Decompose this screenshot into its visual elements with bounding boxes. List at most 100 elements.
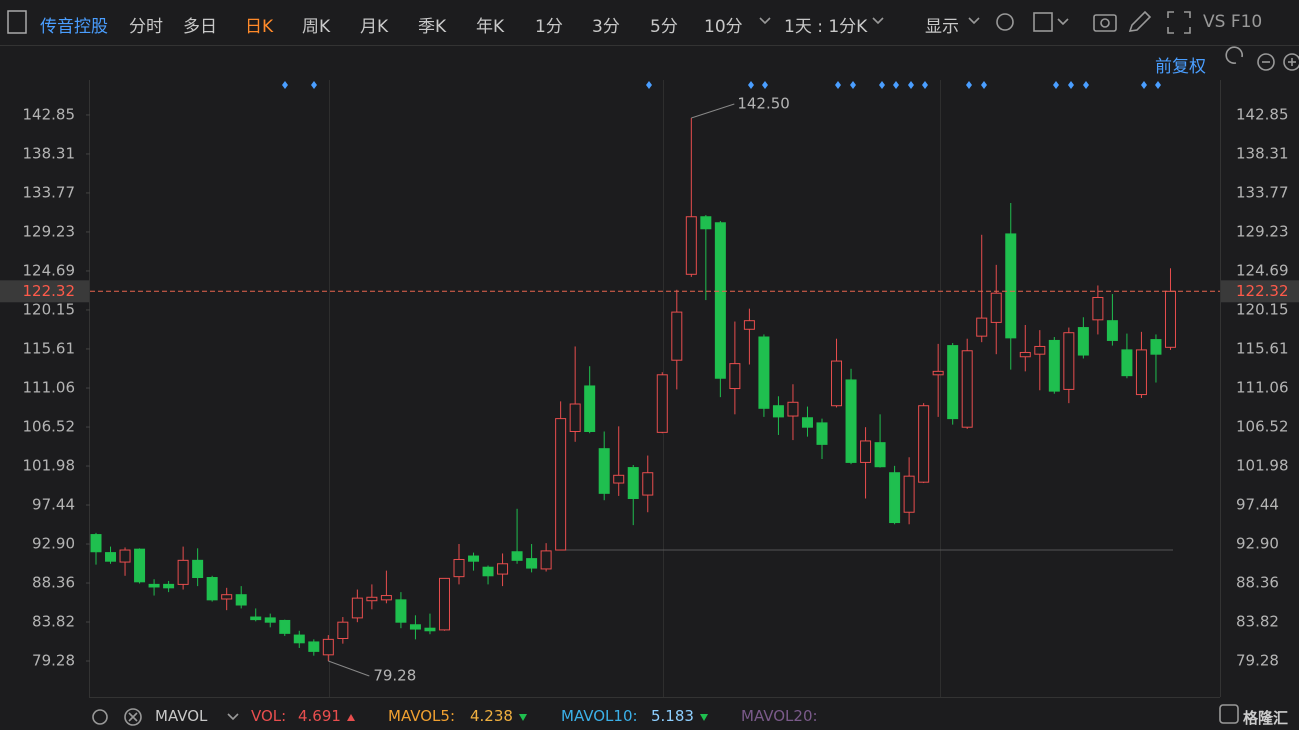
candle-body: [569, 403, 581, 432]
period-tab[interactable]: 3分: [592, 17, 620, 37]
indicator-settings[interactable]: [92, 709, 108, 725]
period-tab[interactable]: 周K: [302, 17, 331, 37]
candle-body: [250, 616, 262, 621]
trend-arrow: [519, 714, 527, 721]
period-tab[interactable]: 10分: [704, 17, 743, 37]
watermark: 格隆汇: [1243, 709, 1289, 727]
trend-arrow: [347, 714, 355, 721]
y-tick-label: 79.28: [32, 652, 75, 670]
candle-body: [424, 627, 436, 632]
watermark-logo: [1219, 704, 1239, 724]
candle-body: [380, 595, 392, 601]
indicator-name[interactable]: MAVOL: [155, 707, 208, 725]
settings-icon[interactable]: [996, 13, 1014, 31]
reset-icon[interactable]: [1225, 46, 1243, 64]
candle-body: [293, 634, 305, 644]
y-tick-label-right: 92.90: [1236, 535, 1279, 553]
candle-body: [1121, 349, 1133, 377]
period-tab[interactable]: 多日: [183, 17, 217, 37]
candle-body: [221, 594, 233, 600]
period-tab[interactable]: 季K: [418, 17, 447, 37]
display-menu[interactable]: 显示: [925, 17, 959, 37]
candle-body: [1019, 351, 1031, 358]
fullscreen-icon[interactable]: [1167, 11, 1191, 34]
candle-body: [714, 222, 726, 379]
chevron[interactable]: [759, 17, 771, 25]
y-tick-label: 97.44: [32, 496, 75, 514]
candle-body: [1135, 349, 1147, 396]
indicator-label: MAVOL20:: [741, 707, 818, 725]
candle-body: [772, 405, 784, 418]
period-tab[interactable]: 日K: [245, 17, 274, 37]
chevron[interactable]: [227, 713, 239, 721]
annotation-leader: [328, 660, 370, 677]
candle-body: [177, 559, 189, 585]
camera-icon[interactable]: [1093, 14, 1117, 32]
candle-body: [787, 401, 799, 417]
y-tick-label: 88.36: [32, 574, 75, 592]
chevron[interactable]: [872, 17, 884, 25]
adjust-mode[interactable]: 前复权: [1155, 57, 1206, 77]
y-tick-label: 129.23: [23, 222, 76, 240]
event-marker: [282, 81, 288, 89]
period-tab[interactable]: 分时: [129, 17, 163, 37]
y-tick-label-right: 97.44: [1236, 496, 1279, 514]
candle-body: [148, 583, 160, 588]
y-tick-label: 124.69: [23, 261, 76, 279]
y-tick-label-right: 115.61: [1236, 339, 1289, 357]
chevron[interactable]: [968, 17, 980, 25]
y-tick-label: 120.15: [23, 300, 76, 318]
candle-body: [613, 474, 625, 484]
event-marker: [850, 81, 856, 89]
candle-body: [816, 422, 828, 445]
candle-body: [1106, 320, 1118, 341]
event-marker: [879, 81, 885, 89]
indicator-value: 5.183: [651, 707, 694, 725]
last-price-label: 122.32: [23, 282, 76, 300]
period-tab[interactable]: 5分: [650, 17, 678, 37]
sidebar-toggle[interactable]: [7, 10, 27, 34]
y-tick-label: 83.82: [32, 613, 75, 631]
candle-body: [932, 370, 944, 376]
indicator-value: 4.238: [470, 707, 513, 725]
candle-body: [119, 549, 131, 563]
indicator-close[interactable]: [124, 708, 142, 726]
draw-icon[interactable]: [1128, 10, 1152, 32]
candle-body: [1164, 290, 1176, 348]
period-tab[interactable]: 1分: [535, 17, 563, 37]
event-marker: [835, 81, 841, 89]
candle-body: [482, 566, 494, 577]
chevron[interactable]: [1057, 18, 1069, 26]
candle-body: [511, 551, 523, 561]
y-tick-label: 138.31: [23, 144, 76, 162]
candle-body: [409, 624, 421, 630]
y-tick-label-right: 83.82: [1236, 613, 1279, 631]
indicator-close-x: [128, 712, 138, 722]
candle-body: [990, 292, 1002, 323]
vs-f10[interactable]: VS F10: [1203, 12, 1263, 32]
event-marker: [893, 81, 899, 89]
event-marker: [646, 81, 652, 89]
period-tab[interactable]: 月K: [360, 17, 389, 37]
zoom-in-icon[interactable]: [1283, 53, 1299, 71]
layout-icon[interactable]: [1033, 12, 1053, 32]
y-tick-label: 133.77: [23, 183, 76, 201]
candle-body: [134, 548, 146, 583]
candle-body: [163, 583, 175, 589]
indicator-label: MAVOL10:: [561, 707, 638, 725]
trend-arrow: [700, 714, 708, 721]
candle-body: [1048, 339, 1060, 392]
indicator-label: VOL:: [251, 707, 287, 725]
event-marker: [922, 81, 928, 89]
candle-body: [497, 563, 509, 575]
period-tab[interactable]: 年K: [476, 17, 505, 37]
event-marker: [908, 81, 914, 89]
candle-body: [598, 448, 610, 494]
candle-body: [1077, 327, 1089, 356]
candle-body: [438, 577, 450, 631]
interval-select[interactable]: 1天 : 1分K: [784, 17, 868, 37]
candle-body: [526, 558, 538, 569]
event-marker: [762, 81, 768, 89]
zoom-out-icon[interactable]: [1257, 53, 1275, 71]
stock-name[interactable]: 传音控股: [40, 17, 108, 37]
